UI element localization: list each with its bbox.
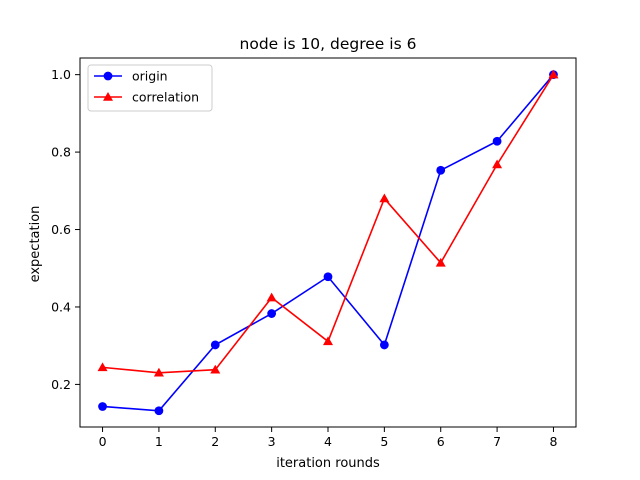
data-point-origin: [379, 340, 389, 350]
x-tick-label: 4: [324, 434, 332, 449]
legend: origin correlation: [87, 64, 213, 112]
x-axis-ticks: 0 1 2 3 4 5 6 7 8: [99, 427, 557, 449]
x-tick-label: 0: [99, 434, 107, 449]
x-axis-label: iteration rounds: [276, 456, 380, 471]
chart-title: node is 10, degree is 6: [240, 35, 417, 53]
y-tick-label: 0.6: [51, 222, 71, 237]
legend-marker: [103, 92, 113, 101]
legend-label: correlation: [132, 90, 199, 105]
legend-item-correlation: correlation: [94, 90, 199, 105]
data-point-origin: [154, 406, 164, 416]
y-tick-label: 0.4: [51, 299, 71, 314]
y-tick-label: 0.8: [51, 145, 71, 160]
x-tick-label: 3: [268, 434, 276, 449]
data-point-origin: [436, 165, 446, 175]
series-layer: [97, 69, 559, 416]
data-point-correlation: [97, 362, 108, 372]
x-tick-label: 8: [549, 434, 557, 449]
x-tick-label: 5: [380, 434, 388, 449]
data-point-correlation: [492, 159, 503, 169]
x-tick-label: 1: [155, 434, 163, 449]
data-point-correlation: [266, 292, 277, 302]
data-point-correlation: [153, 367, 164, 377]
y-axis-ticks: 0.2 0.4 0.6 0.8 1.0: [51, 67, 80, 392]
data-point-correlation: [548, 69, 559, 79]
legend-marker: [103, 71, 113, 81]
data-point-origin: [98, 402, 107, 411]
y-tick-label: 0.2: [51, 377, 71, 392]
data-point-correlation: [435, 257, 446, 267]
legend-item-origin: origin: [94, 69, 168, 84]
data-point-correlation: [210, 364, 221, 374]
legend-label: origin: [132, 69, 168, 84]
x-tick-label: 2: [211, 434, 219, 449]
data-point-correlation: [323, 336, 333, 346]
x-tick-label: 6: [437, 434, 445, 449]
data-point-correlation: [379, 193, 390, 203]
y-tick-label: 1.0: [51, 67, 71, 82]
series-correlation: [97, 69, 559, 377]
x-tick-label: 7: [493, 434, 501, 449]
data-point-origin: [492, 136, 502, 146]
data-point-origin: [267, 309, 277, 318]
y-axis-label: expectation: [28, 206, 43, 283]
data-point-origin: [323, 272, 333, 282]
data-point-origin: [210, 340, 220, 350]
